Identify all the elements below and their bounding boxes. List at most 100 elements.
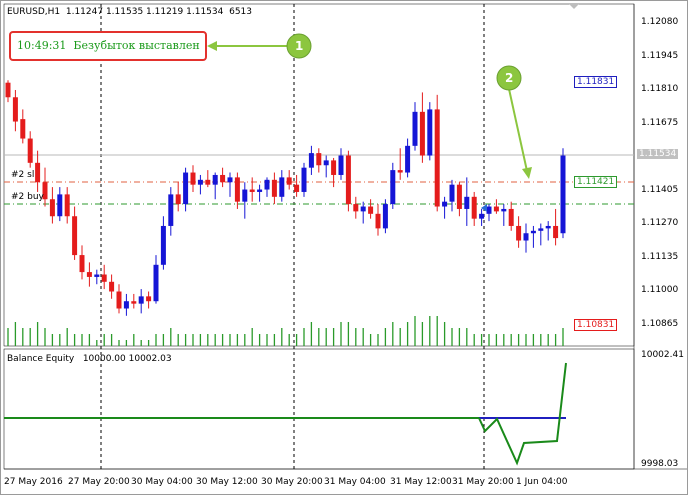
candle-body xyxy=(153,264,159,302)
chart-shift-icon[interactable] xyxy=(569,4,579,9)
price-tick-label: 1.11945 xyxy=(641,50,679,61)
high-value: 1.11535 xyxy=(105,7,144,17)
price-tick-label: 1.10865 xyxy=(641,318,679,329)
high-price-tag: 1.11831 xyxy=(574,76,618,88)
indicator-axis-bottom: 9998.03 xyxy=(641,459,679,469)
candle-body xyxy=(197,179,203,185)
marker-1-circle xyxy=(286,33,312,59)
candle-body xyxy=(57,194,63,217)
candle-body xyxy=(471,196,477,219)
candle-body xyxy=(316,153,322,166)
time-tick-label: 30 May 12:00 xyxy=(196,477,258,487)
low-value: 1.11219 xyxy=(146,7,184,17)
arrowhead-2-icon xyxy=(522,167,532,179)
candle-body xyxy=(264,179,270,190)
indicator-name: Balance Equity xyxy=(7,354,75,364)
candle-body xyxy=(331,160,337,175)
candle-body xyxy=(523,233,529,241)
sl-order-label[interactable]: #2 sl xyxy=(11,170,35,180)
candle-body xyxy=(35,162,41,183)
candle-body xyxy=(353,204,359,212)
sl-price-tag: 1.11421 xyxy=(574,176,618,188)
time-tick-label: 27 May 20:00 xyxy=(68,477,130,487)
symbol-label: EURUSD,H1 xyxy=(7,7,61,17)
candle-body xyxy=(368,206,374,214)
arrowhead-1-icon xyxy=(207,41,217,51)
candle-body xyxy=(123,301,129,309)
notification-box: 10:49:31 Безубыток выставлен xyxy=(9,31,207,61)
candle-body xyxy=(12,97,18,122)
candle-body xyxy=(271,179,277,197)
candle-body xyxy=(479,213,485,219)
candle-body xyxy=(286,177,292,185)
notification-message: Безубыток выставлен xyxy=(73,39,200,52)
price-tick-label: 1.11675 xyxy=(641,117,679,128)
candle-body xyxy=(279,177,285,197)
candle-body xyxy=(449,184,455,202)
marker-1-label: 1 xyxy=(295,39,304,53)
candle-body xyxy=(508,208,514,226)
candle-body xyxy=(64,194,70,217)
candle-body xyxy=(456,184,462,209)
candle-body xyxy=(382,204,388,229)
candle-body xyxy=(234,177,240,202)
candle-body xyxy=(397,170,403,173)
low-price-tag: 1.10831 xyxy=(574,319,618,331)
candle-body xyxy=(138,296,144,304)
candle-body xyxy=(338,155,344,175)
candle-body xyxy=(146,296,152,302)
notification-time: 10:49:31 xyxy=(17,39,67,52)
price-tick-label: 1.11135 xyxy=(641,251,679,262)
candle-body xyxy=(405,145,411,173)
candle-body xyxy=(464,196,470,209)
candle-body xyxy=(308,153,314,168)
time-tick-label: 30 May 04:00 xyxy=(131,477,193,487)
candle-body xyxy=(486,206,492,214)
time-tick-label: 1 Jun 04:00 xyxy=(516,477,568,487)
time-tick-label: 31 May 20:00 xyxy=(452,477,514,487)
notification-text: 10:49:31 Безубыток выставлен xyxy=(17,39,200,52)
candle-body xyxy=(257,189,263,192)
candle-body xyxy=(190,172,196,185)
candles-group xyxy=(5,80,566,316)
candle-body xyxy=(442,201,448,207)
marker-2-circle xyxy=(496,65,522,91)
candle-body xyxy=(538,228,544,231)
candle-body xyxy=(434,109,440,207)
candle-body xyxy=(42,182,48,200)
candle-body xyxy=(27,138,33,163)
candle-body xyxy=(205,179,211,185)
volume-value: 6513 xyxy=(229,7,252,17)
candle-body xyxy=(390,170,396,205)
buy-order-label[interactable]: #2 buy xyxy=(11,192,44,202)
candle-body xyxy=(427,109,433,156)
candle-body xyxy=(227,177,233,183)
price-tick-label: 1.11000 xyxy=(641,285,679,295)
candle-body xyxy=(501,208,507,212)
candle-body xyxy=(175,194,181,205)
price-tick-label: 1.11810 xyxy=(641,84,679,94)
candle-body xyxy=(220,174,226,183)
candle-body xyxy=(49,199,55,217)
callout-arrow-2 xyxy=(508,88,528,172)
candle-body xyxy=(345,155,351,205)
candle-body xyxy=(419,111,425,156)
candle-body xyxy=(360,206,366,212)
equity-curve xyxy=(478,362,567,466)
close-value: 1.11534 xyxy=(186,7,224,17)
candle-body xyxy=(323,160,329,166)
indicator-values: 10000.00 10002.03 xyxy=(82,354,172,364)
current-price-tag: 1.11534 xyxy=(637,149,679,159)
time-tick-label: 31 May 04:00 xyxy=(324,477,386,487)
candle-body xyxy=(242,189,248,202)
indicator-pane-frame xyxy=(3,348,635,470)
candle-body xyxy=(530,230,536,234)
time-tick-label: 27 May 2016 xyxy=(4,477,63,487)
candle-body xyxy=(101,274,107,282)
candle-body xyxy=(72,216,78,256)
indicator-axis-top: 10002.41 xyxy=(641,350,684,360)
candle-body xyxy=(249,189,255,192)
candle-body xyxy=(86,272,92,277)
